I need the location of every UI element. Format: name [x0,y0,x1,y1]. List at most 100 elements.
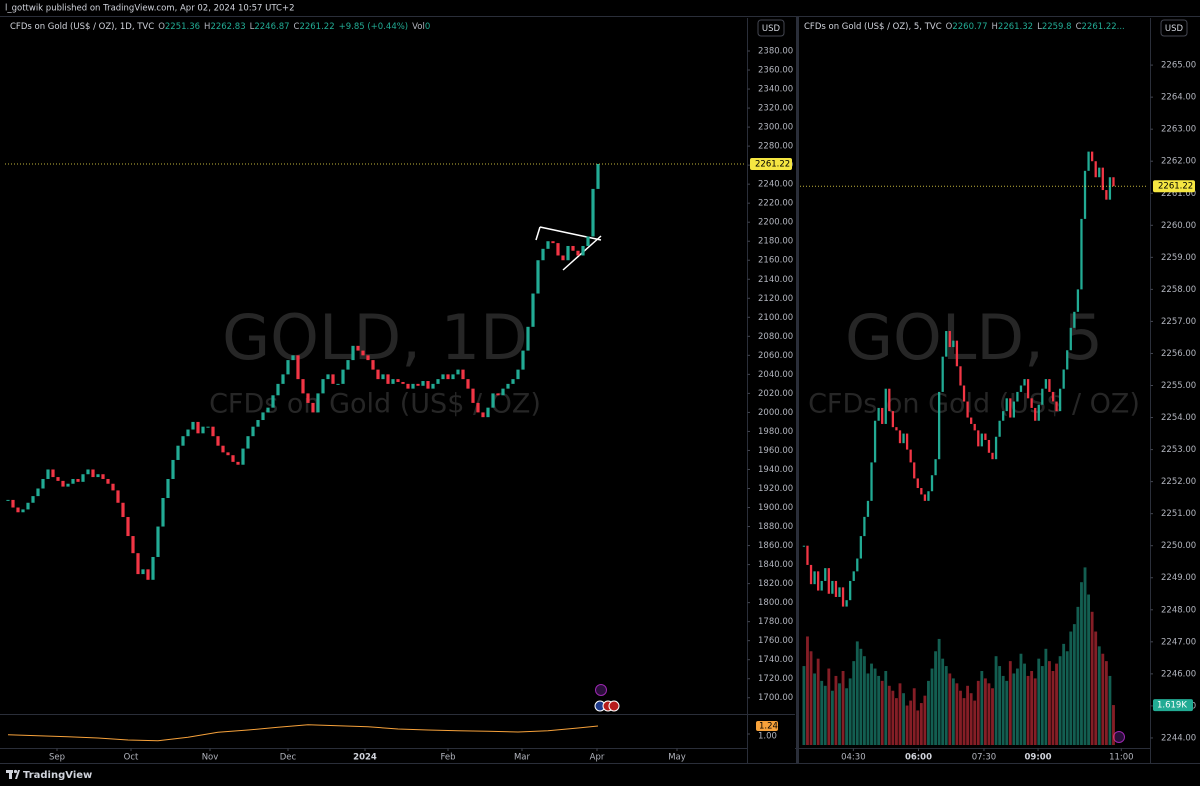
legend-key: H [204,22,211,32]
candle [1076,289,1080,312]
y-tick-label: 2000.00 [758,408,793,418]
candle [231,455,235,462]
legend-value: 2246.87 [254,22,290,32]
y-tick-label: 2080.00 [758,332,793,342]
candle [1090,151,1094,162]
x-tick-label: Sep [49,753,65,763]
candle [336,383,340,385]
candle [909,449,912,463]
volume-bar [987,683,991,745]
candle [1094,161,1097,178]
currency-button [757,19,785,37]
candle [186,429,190,437]
y-tick-label: 1840.00 [758,560,793,570]
volume-bar [1058,656,1062,745]
y-tick-label: 1760.00 [758,636,793,646]
y-tick-label: 2280.00 [758,142,793,152]
candle [481,412,485,418]
legend-value: 2261.22... [1081,22,1125,32]
brand-name: TradingView [23,770,92,781]
candle [1026,379,1030,399]
candle [1037,404,1040,421]
volume-bar [1008,661,1012,745]
volume-bar [877,675,881,745]
volume-bar [859,648,863,745]
volume-bar [1062,643,1066,745]
candle [820,580,823,591]
y-tick-label: 2254.00 [1161,413,1196,423]
candle [920,488,923,495]
y-tick-label: 1960.00 [758,446,793,456]
candle [451,374,455,380]
candle [476,402,480,413]
y-tick-label: 2257.00 [1161,317,1196,327]
candle [446,374,450,380]
candle [561,255,565,261]
candle [927,491,930,501]
candle [371,360,375,370]
volume-bar [1094,631,1098,745]
candle [998,420,1001,437]
candle [806,545,809,565]
legend: CFDs on Gold (US$ / OZ), 1D, TVC O2251.36… [10,22,430,32]
x-tick-label: 04:30 [841,753,866,763]
volume-bar [905,705,909,745]
candle [501,388,505,396]
candle [1101,167,1104,191]
candle [891,411,895,428]
x-tick-label: Dec [280,753,297,763]
candle [206,426,210,428]
y-tick-label: 2255.00 [1161,381,1196,391]
currency-label: USD [762,24,781,34]
volume-bar [1048,661,1051,745]
volume-bar [1044,648,1048,745]
candle [391,379,395,384]
candle [1080,218,1083,290]
volume-bar [1005,680,1009,745]
candle [1044,379,1048,389]
volume-bar [937,638,941,745]
candle [16,507,20,513]
y-tick-label: 2120.00 [758,294,793,304]
candle [491,393,495,408]
x-tick-label: 09:00 [1025,753,1052,763]
volume-bar [1080,582,1083,745]
candle [1016,391,1019,402]
y-tick-label: 1720.00 [758,674,793,684]
candle [1019,385,1023,392]
candle [316,393,320,413]
volume-bar [1015,668,1019,745]
candles [802,151,1115,607]
volume-last-label: 1.619K [1157,701,1187,711]
volume-bar [891,690,895,745]
candle [1055,401,1058,412]
candle [111,483,115,491]
volume-bar [1030,671,1034,745]
watermark: GOLD, 1D [222,301,528,374]
y-tick-label: 2251.00 [1161,509,1196,519]
volume-bar [930,668,934,745]
candle [838,587,841,597]
candle [296,355,300,380]
volume-bar [887,685,891,745]
candle [824,568,827,581]
y-tick-label: 2240.00 [758,180,793,190]
volume-bar [855,641,859,745]
y-tick-label: 2261.00 [1161,189,1196,199]
volume-bar [1033,678,1037,745]
candle [948,331,951,348]
candle [546,241,550,249]
candle [916,478,919,489]
y-tick-label: 1820.00 [758,579,793,589]
candle [361,350,365,356]
candle [216,436,220,446]
candle [1087,151,1090,171]
y-tick-label: 2252.00 [1161,477,1196,487]
volume-bar [806,636,809,745]
volume-bar [830,690,834,745]
volume-bar [951,678,955,745]
candle [841,587,845,607]
x-tick-label: Apr [590,753,605,763]
volume-bar [912,688,916,745]
